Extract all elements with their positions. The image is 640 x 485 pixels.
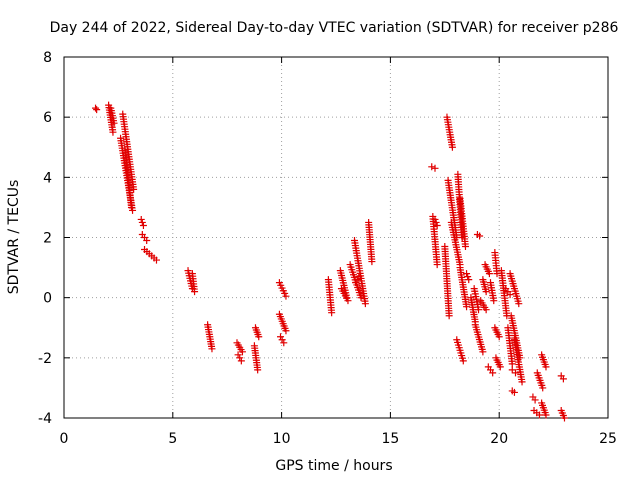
- x-tick-label: 20: [490, 431, 508, 447]
- data-point: [129, 206, 137, 214]
- data-point: [191, 288, 199, 296]
- data-point: [485, 270, 493, 278]
- data-point: [238, 348, 246, 356]
- data-point: [344, 297, 352, 305]
- data-point: [110, 119, 118, 127]
- data-point: [490, 297, 498, 305]
- data-point: [539, 384, 547, 392]
- data-point: [280, 339, 288, 347]
- data-point: [475, 306, 483, 314]
- data-point: [508, 366, 516, 374]
- data-point: [353, 276, 361, 284]
- data-point: [531, 396, 539, 404]
- y-axis-label: SDTVAR / TECUs: [6, 180, 22, 295]
- data-point: [237, 357, 245, 365]
- axis-ticks: [63, 56, 609, 419]
- data-point: [152, 256, 160, 264]
- data-point: [535, 411, 543, 419]
- data-point: [560, 414, 568, 422]
- data-point: [461, 243, 469, 251]
- data-point: [328, 309, 336, 317]
- data-point: [459, 357, 467, 365]
- data-point: [355, 273, 363, 281]
- data-point: [432, 218, 440, 226]
- data-point: [143, 237, 151, 245]
- tick-labels: 0 5 10 15 20 25 -4 -2 0 2 4 6 8: [38, 50, 617, 447]
- data-point: [496, 363, 504, 371]
- data-point: [495, 333, 503, 341]
- y-tick-label: 6: [43, 110, 52, 126]
- data-point: [352, 279, 360, 287]
- data-point: [463, 270, 471, 278]
- data-point: [282, 327, 290, 335]
- data-point: [482, 306, 490, 314]
- x-tick-label: 15: [381, 431, 399, 447]
- data-point: [431, 215, 439, 223]
- data-point: [515, 300, 523, 308]
- data-point: [479, 348, 487, 356]
- data-point: [482, 288, 490, 296]
- chart-title: Day 244 of 2022, Sidereal Day-to-day VTE…: [50, 20, 619, 36]
- data-point: [282, 292, 290, 300]
- data-point: [506, 291, 514, 299]
- data-point: [463, 303, 471, 311]
- data-point: [489, 369, 497, 377]
- data-point: [445, 312, 453, 320]
- data-point: [428, 163, 436, 171]
- data-point: [138, 218, 146, 226]
- data-point: [130, 185, 138, 193]
- data-point: [508, 360, 516, 368]
- data-point: [234, 351, 242, 359]
- y-tick-label: 2: [43, 231, 52, 247]
- data-point: [236, 354, 244, 362]
- data-point: [139, 221, 147, 229]
- data-point: [542, 363, 550, 371]
- data-point: [255, 333, 263, 341]
- data-point: [464, 273, 472, 281]
- data-point: [137, 215, 145, 223]
- data-point: [559, 375, 567, 383]
- data-point: [465, 276, 473, 284]
- y-tick-label: 8: [43, 50, 52, 66]
- x-axis-label: GPS time / hours: [275, 458, 392, 474]
- data-point: [361, 300, 369, 308]
- y-tick-label: -4: [38, 411, 52, 427]
- data-point: [518, 378, 526, 386]
- data-point: [109, 128, 117, 136]
- y-tick-label: 4: [43, 170, 52, 186]
- x-tick-label: 0: [60, 431, 69, 447]
- data-point: [431, 164, 439, 172]
- data-point: [92, 104, 100, 112]
- data-point: [510, 388, 518, 396]
- data-point: [93, 106, 101, 114]
- data-point: [512, 369, 520, 377]
- x-tick-label: 5: [168, 431, 177, 447]
- x-tick-label: 10: [273, 431, 291, 447]
- data-point: [357, 294, 365, 302]
- data-point: [433, 221, 441, 229]
- data-point: [277, 333, 285, 341]
- y-tick-label: 0: [43, 291, 52, 307]
- grid: [64, 57, 608, 418]
- data-point: [476, 232, 484, 240]
- data-point: [208, 345, 216, 353]
- data-point: [542, 411, 550, 419]
- x-tick-label: 25: [599, 431, 617, 447]
- data-point: [254, 366, 262, 374]
- data-point: [278, 336, 286, 344]
- data-point: [448, 143, 456, 151]
- y-tick-label: -2: [38, 351, 52, 367]
- data-point: [433, 261, 441, 269]
- data-points: [92, 101, 568, 422]
- data-point: [368, 258, 376, 266]
- data-point: [127, 203, 135, 211]
